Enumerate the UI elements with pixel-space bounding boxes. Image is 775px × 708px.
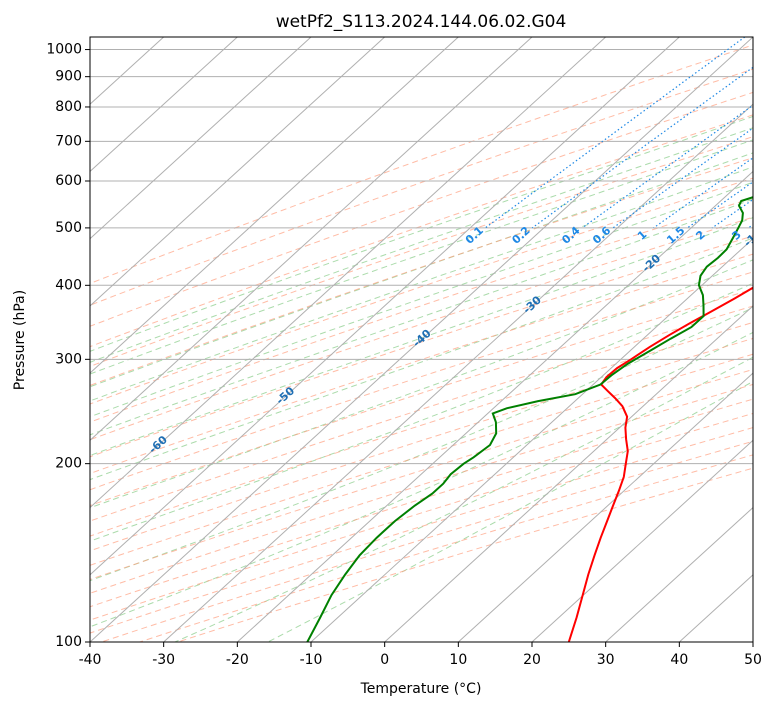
moist-adiabat-line — [90, 139, 753, 375]
moist-adiabat-line — [90, 166, 753, 402]
moist-adiabat-line — [90, 115, 753, 352]
y-tick-label: 900 — [55, 69, 82, 85]
x-tick-label: 10 — [449, 652, 467, 668]
y-tick-label: 200 — [55, 456, 82, 472]
dry-adiabat-line — [90, 216, 753, 441]
mixing-ratio-lines — [484, 37, 753, 229]
y-tick-label: 1000 — [46, 42, 82, 58]
isotherm-line — [236, 170, 753, 642]
isotherm-line — [531, 439, 753, 642]
plot-frame — [89, 36, 754, 643]
x-axis-ticks: -40 -30 -20 -10 0 10 20 30 40 50 — [79, 642, 762, 668]
dry-adiabat-line — [90, 44, 753, 285]
mixing-ratio-line — [484, 37, 746, 229]
dry-adiabat-line — [90, 68, 753, 306]
isotherm-line — [90, 37, 607, 509]
y-axis-ticks: 1000 900 800 700 600 500 400 300 200 100 — [46, 42, 90, 650]
isotherm-line — [90, 37, 386, 307]
moist-adiabat-line — [90, 259, 753, 509]
isotherm-line — [90, 37, 238, 173]
moist-adiabat-line — [90, 152, 753, 388]
mixing-ratio-line — [531, 66, 753, 229]
dry-adiabat-line — [90, 368, 753, 580]
x-axis-label: Temperature (°C) — [360, 681, 482, 697]
isotherm-line — [384, 305, 753, 642]
isotherm-line — [90, 37, 680, 576]
moist-adiabat-line — [267, 380, 753, 642]
y-tick-label: 500 — [55, 220, 82, 236]
dry-adiabat-line — [90, 177, 753, 405]
isotherm-gridlines — [90, 37, 753, 642]
y-axis-label: Pressure (hPa) — [12, 290, 28, 390]
y-tick-label: 800 — [55, 99, 82, 115]
isotherm-line — [310, 237, 753, 642]
isotherm-line — [90, 37, 533, 442]
isobar-gridlines — [90, 49, 753, 642]
isotherm-line — [90, 37, 459, 374]
x-tick-label: -40 — [79, 652, 102, 668]
mixing-ratio-line — [653, 157, 753, 229]
moist-adiabat-line — [90, 282, 753, 542]
dry-adiabat-line — [90, 321, 753, 537]
y-tick-label: 700 — [55, 133, 82, 149]
x-tick-label: 50 — [744, 652, 762, 668]
x-tick-label: 0 — [380, 652, 389, 668]
dewpoint-profile-line — [306, 196, 753, 642]
moist-adiabat-line — [90, 198, 753, 436]
plot-area: -100-90-80-70-60-50-40-30-20-100.10.20.4… — [90, 37, 765, 642]
dry-adiabat-line — [90, 91, 753, 327]
moist-adiabat-line — [90, 181, 753, 418]
dry-adiabat-line — [90, 353, 753, 566]
y-tick-label: 300 — [55, 351, 82, 367]
x-tick-label: -10 — [300, 652, 323, 668]
sounding-profiles — [306, 196, 753, 642]
x-tick-label: -30 — [152, 652, 175, 668]
y-tick-label: 100 — [55, 634, 82, 650]
x-tick-label: 40 — [670, 652, 688, 668]
isotherm-label: -10 — [741, 226, 765, 249]
y-tick-label: 400 — [55, 277, 82, 293]
y-tick-label: 600 — [55, 173, 82, 189]
isotherm-line — [90, 37, 753, 642]
x-tick-label: -20 — [226, 652, 249, 668]
dry-adiabat-line — [90, 305, 753, 522]
isotherm-line — [163, 103, 753, 642]
isotherm-line — [605, 506, 753, 642]
isotherm-line — [90, 37, 312, 240]
dry-adiabat-line — [90, 114, 753, 348]
x-tick-label: 20 — [523, 652, 541, 668]
x-tick-label: 30 — [597, 652, 615, 668]
isotherm-line — [457, 372, 753, 642]
temperature-profile-line — [567, 286, 753, 642]
chart-title: wetPf2_S113.2024.144.06.02.G04 — [276, 12, 567, 32]
